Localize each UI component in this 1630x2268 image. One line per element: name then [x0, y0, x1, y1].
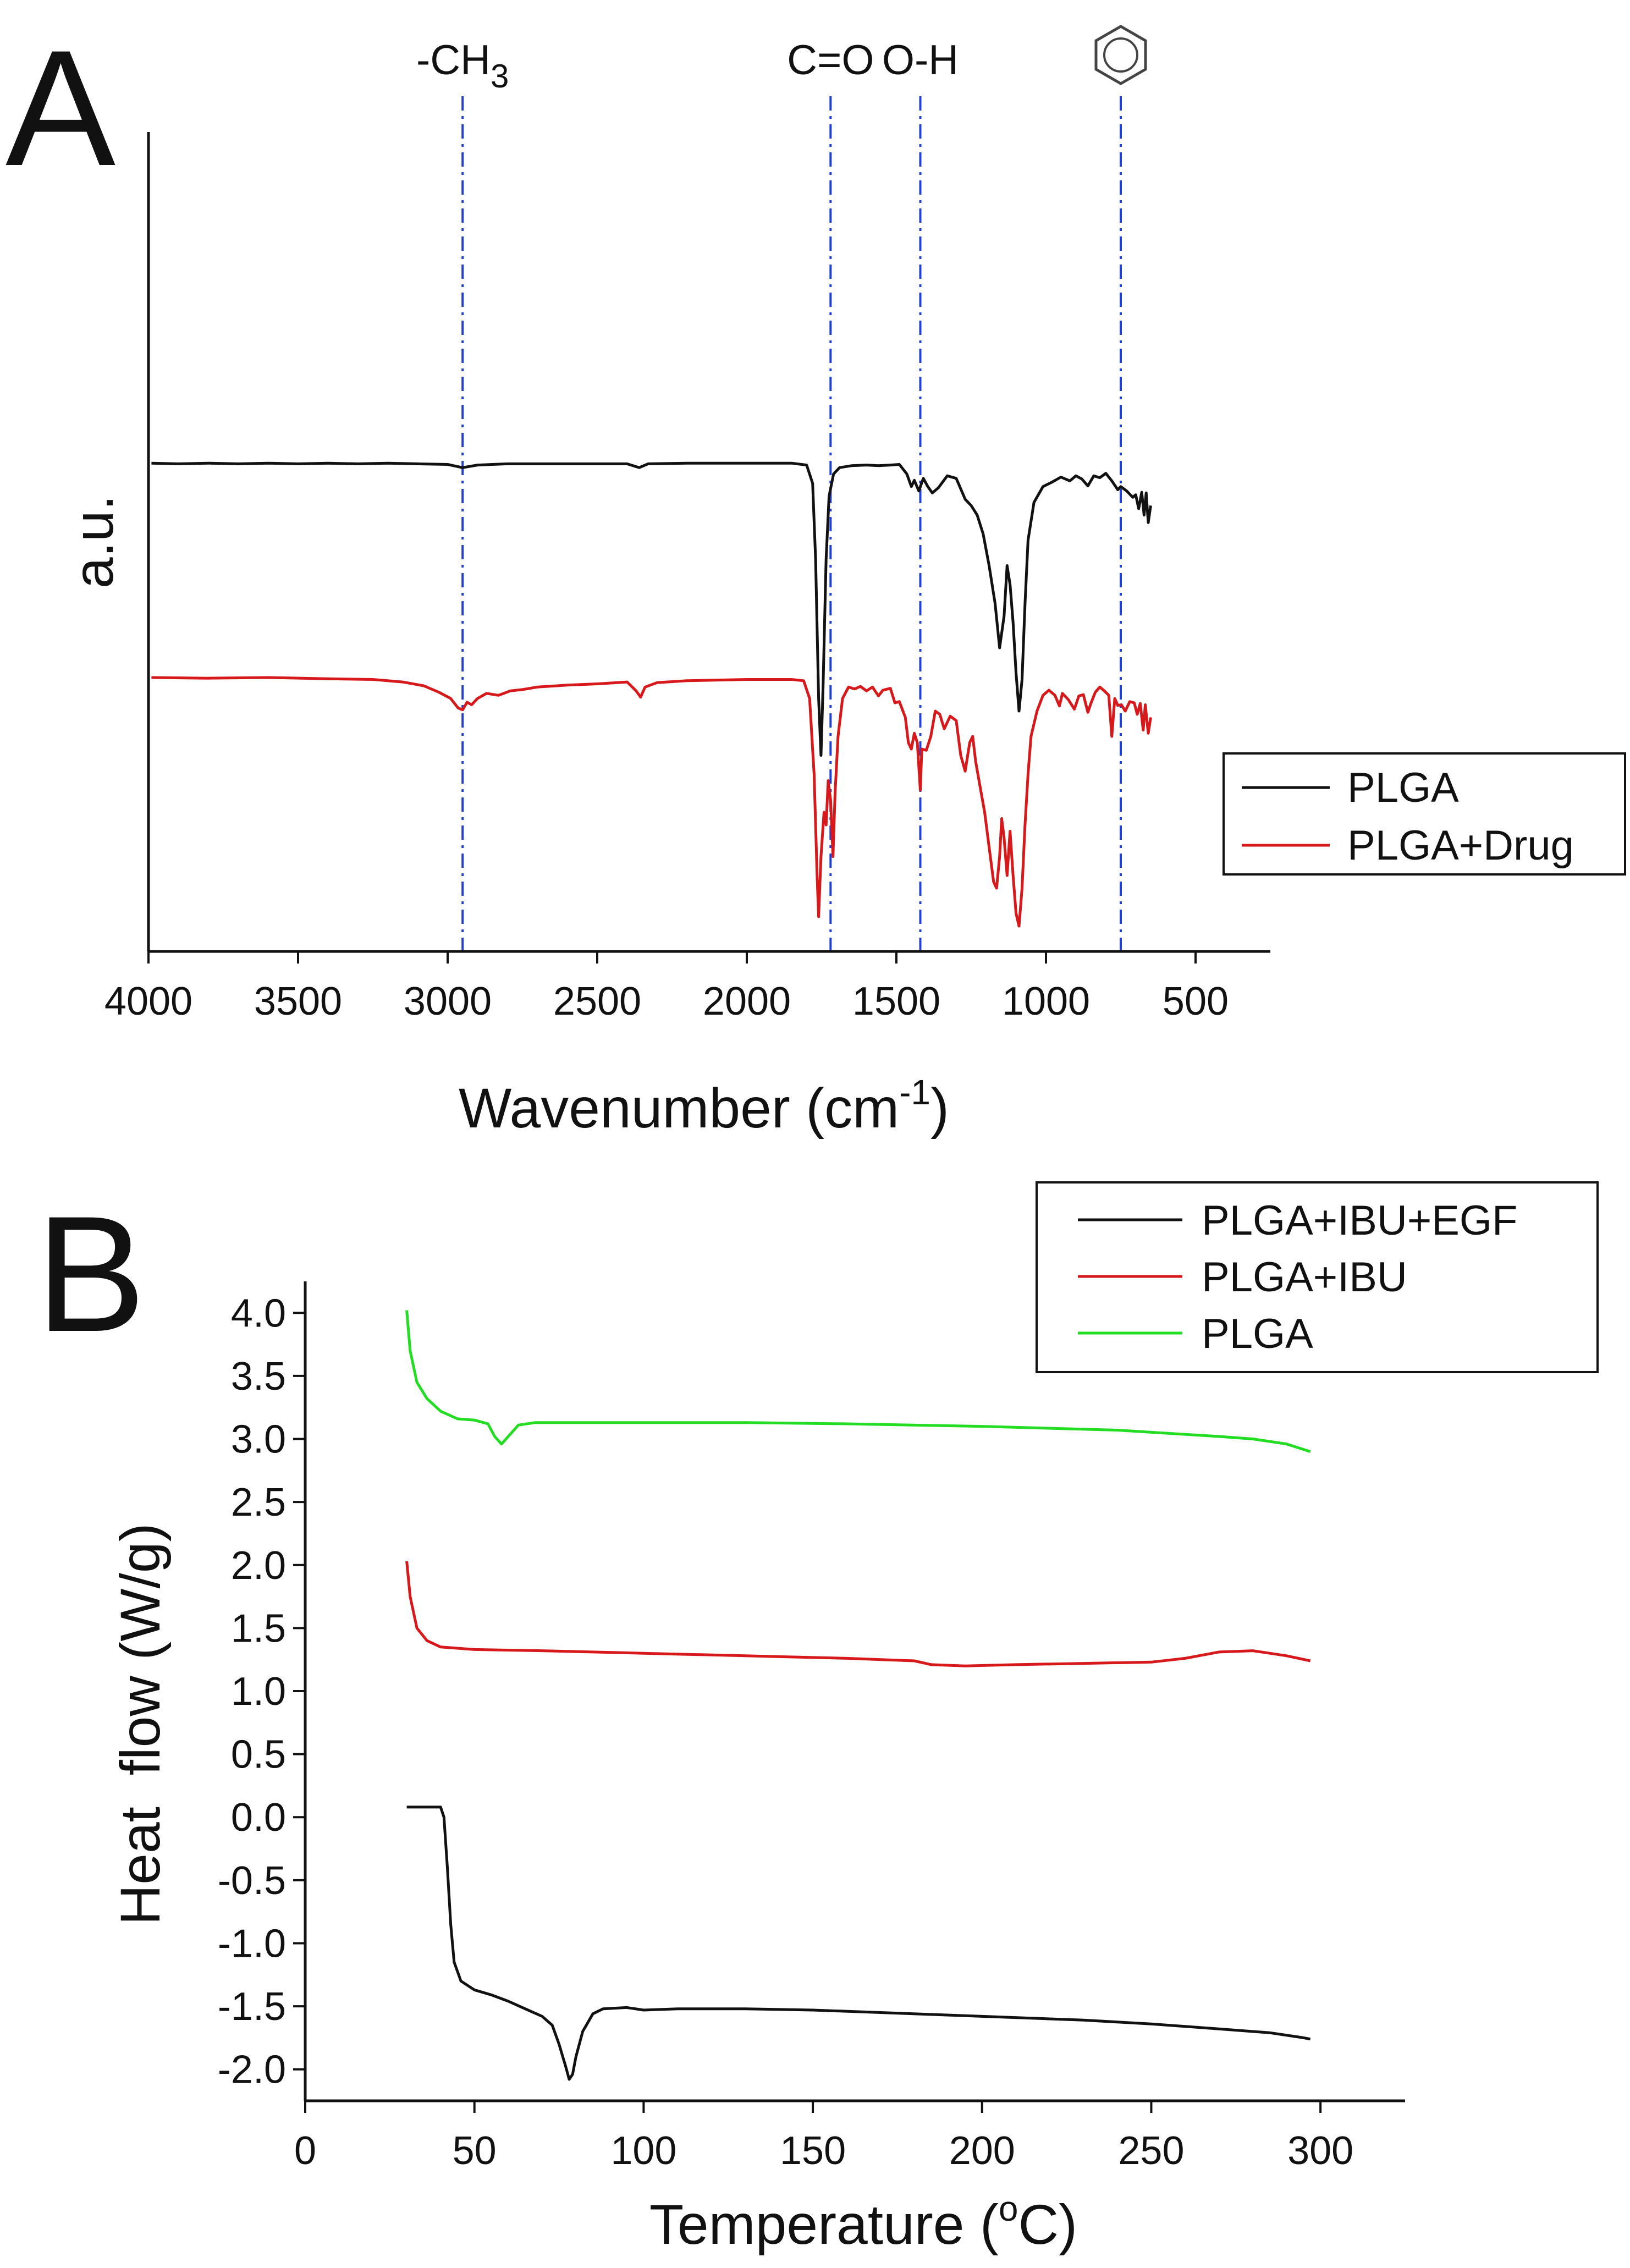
- benzene-ring-icon: [1094, 25, 1147, 85]
- y-tick-label: -1.0: [218, 1922, 286, 1966]
- y-tick-label: 3.5: [231, 1355, 286, 1399]
- series-line-plga-ibu: [405, 1561, 1311, 1667]
- x-axis-label-superscript: -1: [899, 1072, 930, 1112]
- band-label-o-h: O-H: [882, 37, 959, 84]
- y-tick-label: 1.5: [231, 1606, 286, 1650]
- x-axis-label-close: C): [1018, 2193, 1077, 2256]
- y-axis-label: Heat flow (W/g): [109, 1523, 172, 1925]
- x-axis-ticks: 4000 3500 3000 2500 2000 1500 1000 500: [104, 951, 1229, 1023]
- y-tick-label: 0.0: [231, 1796, 286, 1840]
- y-tick-label: 3.0: [231, 1418, 286, 1462]
- x-tick-label: 4000: [104, 979, 192, 1023]
- y-tick-label: -0.5: [218, 1859, 286, 1903]
- series-line-plga: [151, 461, 1152, 757]
- y-tick-label: 1.0: [231, 1670, 286, 1714]
- panel-a-axes: [147, 132, 1270, 953]
- x-tick-label: 300: [1287, 2129, 1353, 2173]
- x-axis-label-superscript: o: [999, 2189, 1018, 2228]
- legend-box: [1222, 752, 1626, 876]
- ftir-series: [151, 461, 1152, 928]
- y-tick-label: 2.0: [231, 1544, 286, 1588]
- legend-label-plga-ibu: PLGA+IBU: [1202, 1254, 1407, 1301]
- x-tick-label: 100: [610, 2129, 676, 2173]
- legend-label-plga: PLGA: [1347, 764, 1459, 811]
- series-line-plga-drug: [151, 676, 1152, 928]
- x-tick-label: 2500: [553, 979, 641, 1023]
- x-tick-label: 1500: [852, 979, 940, 1023]
- y-tick-label: 2.5: [231, 1480, 286, 1524]
- panel-b-dsc-chart: B 0 50 100 150 200 250 300 4.0 3.5 3.0 2.5 2.0 1.5 1.…: [36, 1181, 1599, 2256]
- x-axis-label: Wavenumber (cm-1): [459, 1072, 949, 1139]
- x-axis-label: Temperature (oC): [649, 2189, 1077, 2256]
- legend-label-plga-drug: PLGA+Drug: [1347, 822, 1574, 869]
- x-tick-label: 500: [1163, 979, 1229, 1023]
- x-tick-label: 3500: [254, 979, 342, 1023]
- y-tick-label: -1.5: [218, 1985, 286, 2029]
- x-tick-label: 250: [1118, 2129, 1184, 2173]
- axis-ticks: 0 50 100 150 200 250 300 4.0 3.5 3.0 2.5 2.0 1.5 1.0 0…: [218, 1291, 1353, 2173]
- x-axis-label-text: Wavenumber (cm: [459, 1077, 899, 1139]
- panel-a-letter: A: [5, 15, 117, 200]
- x-tick-label: 200: [949, 2129, 1015, 2173]
- series-line-plga: [405, 1310, 1311, 1453]
- x-axis-label-close: ): [930, 1077, 949, 1139]
- x-tick-label: 3000: [404, 979, 492, 1023]
- panel-a-ftir-chart: A -CH3 C=O O-H 4000 3500 3000 2500 2000 1500 100…: [5, 15, 1626, 1139]
- y-tick-label: 4.0: [231, 1291, 286, 1335]
- x-tick-label: 2000: [703, 979, 791, 1023]
- x-tick-label: 1000: [1002, 979, 1090, 1023]
- x-tick-label: 0: [294, 2129, 316, 2173]
- dsc-series: [405, 1310, 1311, 2081]
- legend-label-plga-ibu-egf: PLGA+IBU+EGF: [1202, 1197, 1517, 1244]
- series-line-plga-ibu-egf: [406, 1805, 1311, 2081]
- band-label-ch: -CH3: [416, 37, 509, 95]
- panel-b-letter: B: [36, 1181, 146, 1366]
- x-axis-label-text: Temperature (: [649, 2193, 999, 2256]
- band-label-c-o: C=O: [787, 37, 874, 84]
- legend: PLGA+IBU+EGF PLGA+IBU PLGA: [1036, 1181, 1599, 1373]
- y-tick-label: 0.5: [231, 1733, 286, 1777]
- legend-label-plga: PLGA: [1202, 1311, 1313, 1357]
- x-tick-label: 50: [453, 2129, 497, 2173]
- x-tick-label: 150: [780, 2129, 846, 2173]
- y-tick-label: -2.0: [218, 2048, 286, 2092]
- y-axis-label: a.u.: [62, 495, 125, 588]
- legend: PLGA PLGA+Drug: [1222, 752, 1626, 876]
